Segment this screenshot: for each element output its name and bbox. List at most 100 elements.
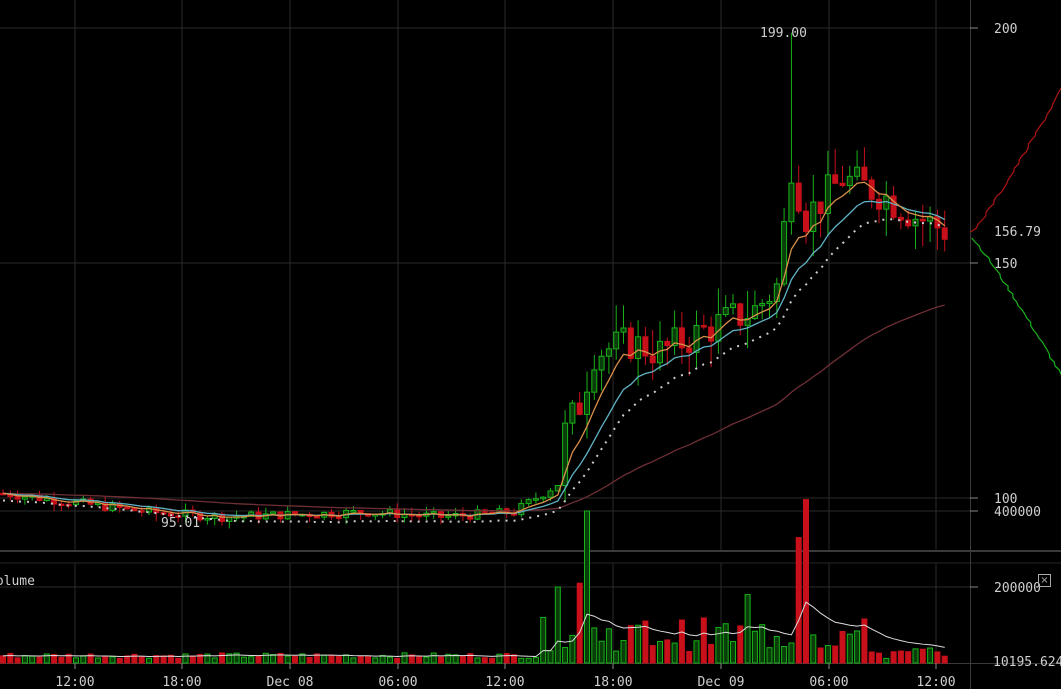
candle-body [124,506,131,510]
candle-body [751,305,758,320]
volume-bar [197,653,204,664]
volume-bar [832,645,839,664]
time-tick-label: 06:00 [809,675,848,689]
candle-body [430,511,437,514]
candle-body [613,331,620,350]
volume-bar [116,657,123,664]
volume-bar [459,655,466,664]
volume-bar [204,653,211,664]
candle-body [795,182,802,212]
candle-body [313,516,320,519]
volume-bar [649,645,656,664]
volume-bar [277,652,284,664]
volume-bar [613,650,620,664]
volume-bar [248,656,255,664]
candle-body [788,182,795,223]
volume-bar [591,627,598,664]
volume-bar [386,656,393,664]
candle-body [562,422,569,486]
candle-body [700,325,707,328]
volume-bar [481,657,488,664]
volume-bar [262,652,269,664]
volume-bar [321,654,328,664]
volume-bar [109,656,116,664]
candle-body [773,283,780,303]
time-tick-label: 12:00 [55,675,94,689]
last-price-label: 156.79 [994,225,1041,240]
candle-body [766,301,773,305]
candle-body [43,497,50,501]
volume-bar [255,655,262,664]
volume-bar [467,653,474,664]
time-tick-label: Dec 08 [267,675,314,689]
close-volume-icon[interactable]: × [1038,574,1051,587]
volume-bar [511,654,517,664]
candle-body [905,219,912,227]
volume-bar [576,582,583,664]
volume-bar [693,640,700,664]
volume-bar [730,640,736,664]
depth-curves [970,87,1061,376]
volume-bar [29,655,36,664]
low-label: 95.01 [161,516,200,531]
volume-bar [219,652,225,664]
volume-bar [394,657,401,664]
volume-bar [423,656,430,664]
volume-bar [124,655,131,664]
candle-body [14,496,21,500]
time-tick-label: Dec 09 [698,675,745,689]
candle-body [635,336,642,359]
volume-bar [328,654,335,664]
candle-body [876,198,882,210]
volume-ma-line [2,601,945,658]
volume-last-label: 10195.624 [993,655,1061,670]
volume-bar [357,655,364,664]
sma-long-line [2,304,945,512]
candle-body [532,498,539,501]
candle-body [445,515,452,518]
volume-bar [87,653,94,664]
candle-body [649,355,656,364]
volume-bar [905,651,912,664]
time-tick-label: 18:00 [593,675,632,689]
volume-bar [160,655,167,664]
volume-bar [36,656,43,664]
volume-bar [73,657,79,664]
volume-bar [401,652,408,664]
candle-body [671,327,678,347]
volume-bar [153,655,160,664]
volume-bar [839,630,846,664]
volume-bar [554,586,561,664]
volume-bar [773,636,780,664]
candle-body [730,303,736,309]
volume-bar [138,656,145,664]
volume-bar [270,654,277,664]
price-tick-label: 100 [994,492,1017,507]
candle-body [605,348,612,357]
volume-bar [226,653,233,664]
axes: 100 150 200 200000 400000 12:00 18:00 Dec 08 06:… [55,22,1041,689]
vwap-dotted-line [2,217,946,524]
volume-bar [795,537,802,664]
volume-bar [671,642,678,664]
volume-bar [817,647,824,664]
volume-bar [569,634,576,664]
candle-body [715,314,722,342]
candle-body [21,496,28,500]
volume-bar [605,628,612,664]
volume-bar [868,651,875,664]
volume-bar [686,651,693,664]
volume-bar [416,656,423,664]
volume-bar [890,651,897,664]
volume-bar [854,630,861,664]
candle-body [350,510,357,513]
volume-bar [51,653,58,664]
candle-body [861,166,868,181]
volume-bar [299,653,306,664]
volume-bar [598,640,605,664]
volume-bar [941,655,948,664]
volume-bar [803,499,809,664]
candle-body [664,340,671,347]
